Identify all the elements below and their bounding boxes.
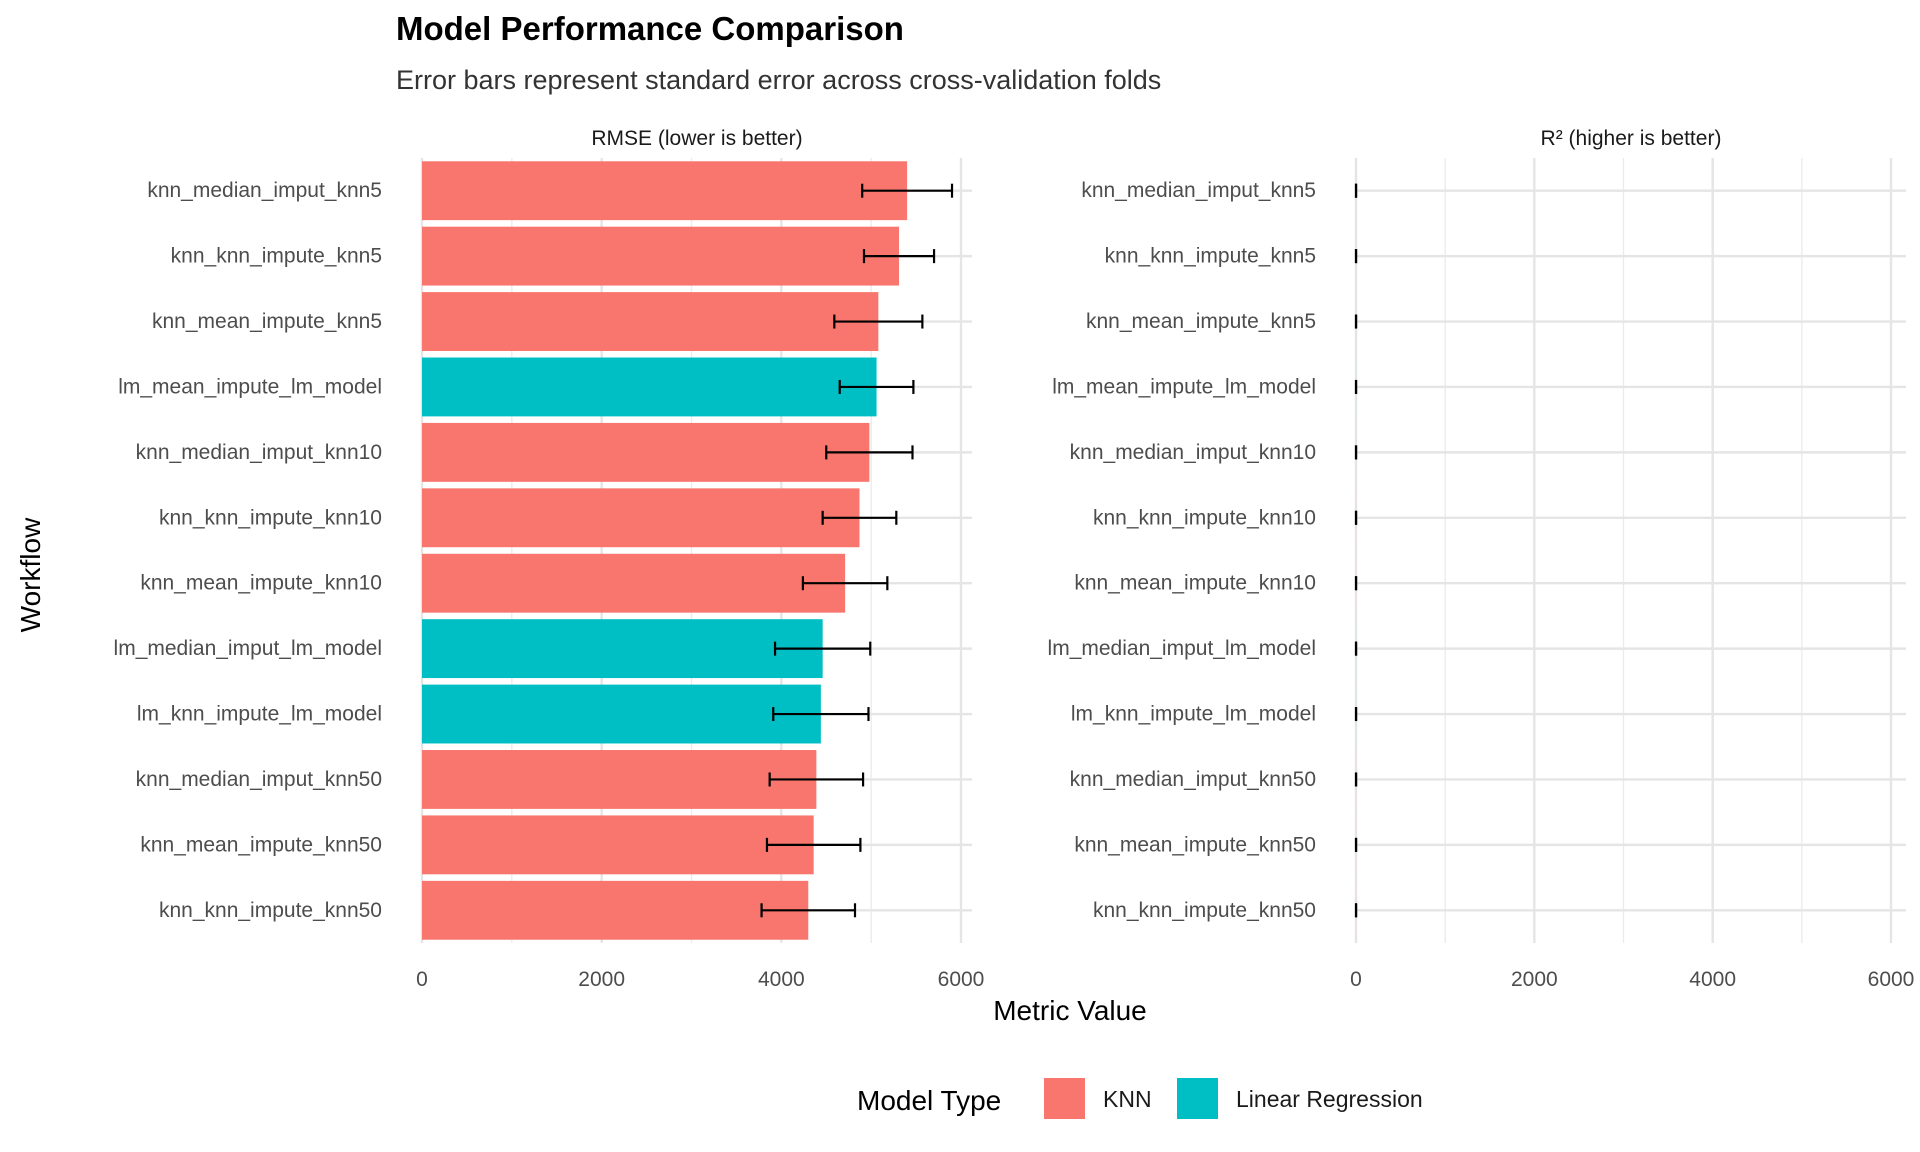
panel-strip-label: RMSE (lower is better) [591,127,802,150]
chart-subtitle: Error bars represent standard error acro… [396,65,1161,95]
bar [422,619,823,679]
bar [422,553,846,613]
y-tick-label: knn_mean_impute_knn10 [1074,572,1316,595]
bar [422,292,879,351]
bar [422,684,821,744]
x-axis-title: Metric Value [993,995,1147,1026]
y-tick-label: knn_mean_impute_knn10 [140,572,382,595]
x-tick-label: 4000 [1689,968,1736,991]
chart-title: Model Performance Comparison [396,10,904,47]
y-tick-label: knn_median_imput_knn5 [1081,179,1316,202]
bar [422,161,908,221]
x-tick-label: 6000 [938,968,985,991]
y-tick-label: knn_knn_impute_knn10 [1093,506,1316,529]
y-tick-label: knn_median_imput_knn50 [136,768,382,791]
panel-strip-label: R² (higher is better) [1541,127,1722,150]
y-tick-label: knn_knn_impute_knn50 [1093,899,1316,922]
x-tick-label: 4000 [758,968,805,991]
y-tick-label: knn_knn_impute_knn10 [159,506,382,529]
y-tick-label: lm_mean_impute_lm_model [1052,375,1316,398]
bar [422,357,877,417]
bar [422,750,817,809]
x-tick-label: 0 [416,968,428,991]
y-tick-label: lm_median_imput_lm_model [114,637,382,660]
y-axis-title: Workflow [15,517,46,632]
x-tick-label: 0 [1350,968,1362,991]
legend-key-swatch [1177,1078,1218,1119]
x-tick-label: 2000 [578,968,625,991]
y-tick-label: lm_median_imput_lm_model [1048,637,1316,660]
y-tick-label: knn_mean_impute_knn50 [140,833,382,856]
y-tick-label: knn_mean_impute_knn50 [1074,833,1316,856]
y-tick-label: knn_knn_impute_knn50 [159,899,382,922]
y-tick-label: knn_knn_impute_knn5 [1105,245,1316,268]
x-tick-label: 6000 [1868,968,1915,991]
bar [422,488,860,548]
y-tick-label: knn_knn_impute_knn5 [171,245,382,268]
y-tick-label: knn_mean_impute_knn5 [152,310,382,333]
x-tick-label: 2000 [1511,968,1558,991]
legend-entry-label: Linear Regression [1236,1086,1423,1112]
y-tick-label: knn_median_imput_knn10 [1070,441,1316,464]
bar [422,226,900,286]
bar [422,422,870,482]
y-tick-label: knn_mean_impute_knn5 [1086,310,1316,333]
y-tick-label: knn_median_imput_knn50 [1070,768,1316,791]
bar [422,815,814,875]
y-tick-label: lm_knn_impute_lm_model [1071,703,1316,726]
y-tick-label: knn_median_imput_knn10 [136,441,382,464]
y-tick-label: knn_median_imput_knn5 [147,179,382,202]
legend-title: Model Type [857,1085,1001,1116]
bar [422,880,809,940]
legend-entry-label: KNN [1103,1086,1152,1112]
y-tick-label: lm_mean_impute_lm_model [118,375,382,398]
legend-key-swatch [1044,1078,1085,1119]
y-tick-label: lm_knn_impute_lm_model [137,703,382,726]
